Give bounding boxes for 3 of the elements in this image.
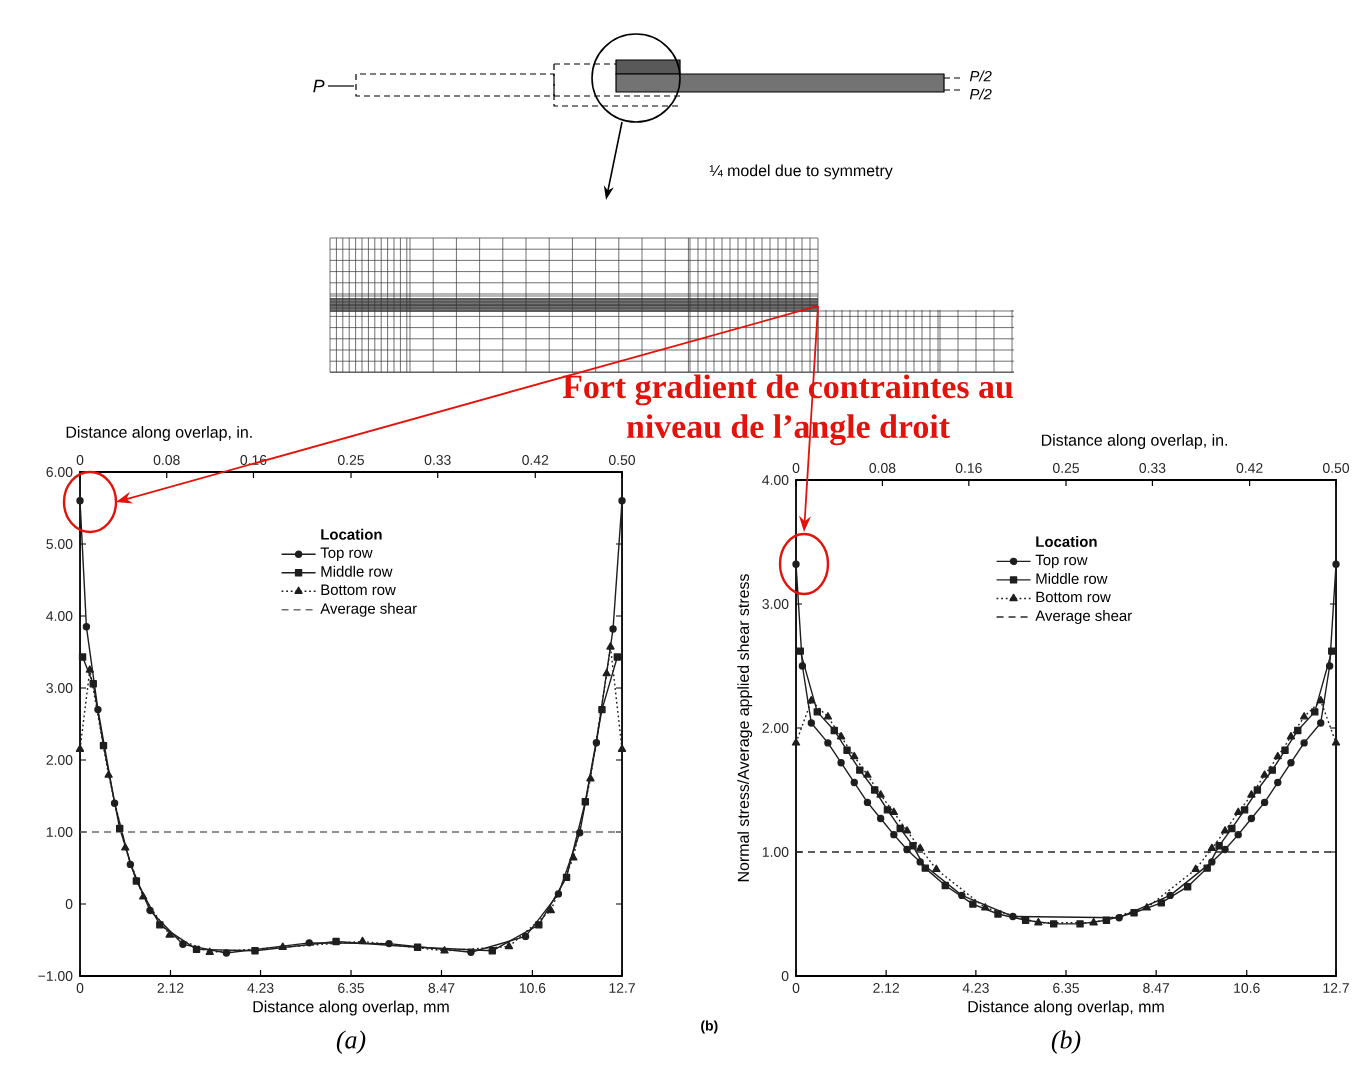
text: (b) [1051,1030,1081,1054]
text: P [313,79,325,93]
text: (a) [336,1030,366,1054]
